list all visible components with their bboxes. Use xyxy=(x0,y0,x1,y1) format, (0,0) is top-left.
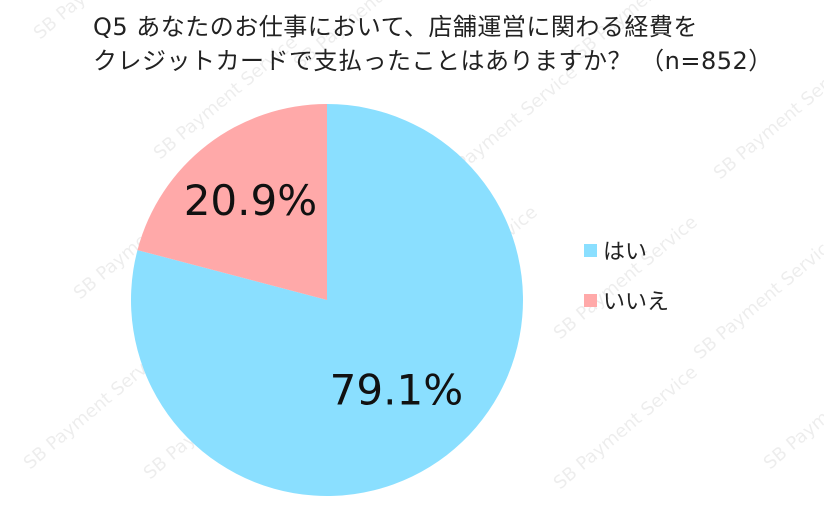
legend-item-yes: はい xyxy=(584,236,669,265)
chart-title-line-2: クレジットカードで支払ったことはありますか？ （n=852） xyxy=(93,47,773,75)
legend: はい いいえ xyxy=(584,236,669,336)
data-label-yes: 79.1% xyxy=(330,366,463,415)
pie-slice-no xyxy=(137,104,327,300)
legend-swatch xyxy=(584,243,597,257)
chart-title-line-1: Q5 あなたのお仕事において、店舗運営に関わる経費を xyxy=(93,13,698,41)
legend-label: はい xyxy=(603,240,648,265)
data-label-no: 20.9% xyxy=(184,176,317,225)
chart-title: Q5 あなたのお仕事において、店舗運営に関わる経費を クレジットカードで支払った… xyxy=(93,10,793,78)
legend-label: いいえ xyxy=(603,290,670,315)
legend-item-no: いいえ xyxy=(584,286,670,315)
legend-swatch xyxy=(584,293,597,307)
